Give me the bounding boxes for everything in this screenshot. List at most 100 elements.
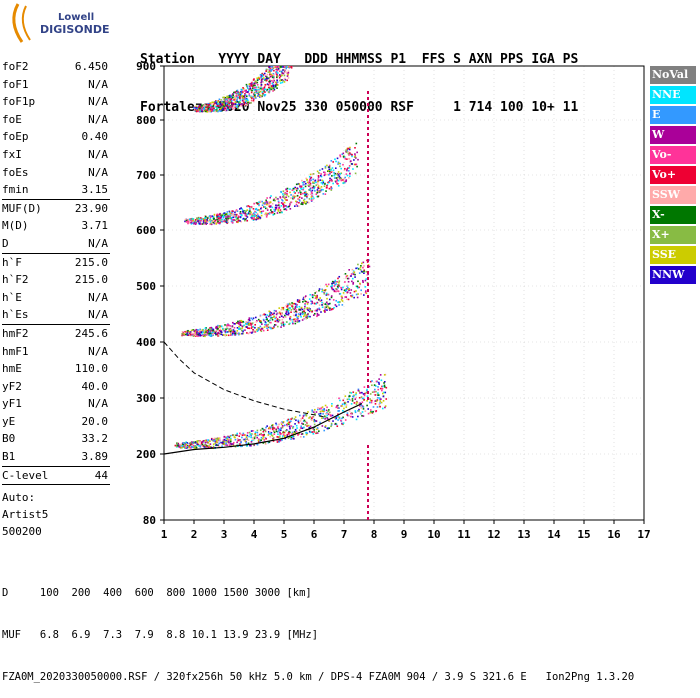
echo-point [269,316,272,319]
echo-point [294,416,297,418]
echo-point [241,320,243,323]
echo-point [209,104,212,107]
echo-point [248,431,251,434]
echo-point [236,99,238,101]
echo-point [263,439,266,441]
echo-point [312,198,315,201]
echo-point [192,218,194,220]
echo-point [270,209,272,211]
param-row: hmF2 245.6 [2,325,108,343]
echo-point [261,328,264,330]
echo-point [311,186,314,189]
echo-point [324,165,327,168]
echo-point [377,388,380,391]
echo-point [270,434,273,436]
echo-point [321,179,324,182]
echo-point [223,443,226,445]
echo-point [280,322,283,325]
echo-point [303,191,306,194]
echo-point [239,324,242,326]
param-row: foF1 N/A [2,76,108,94]
echo-point [266,203,268,206]
echo-point [355,290,357,292]
echo-point [242,87,244,89]
echo-point [293,197,295,200]
echo-point [251,322,254,324]
echo-point [286,75,289,77]
echo-point [269,432,272,435]
echo-point [375,410,378,412]
echo-point [255,434,257,437]
echo-point [287,310,289,313]
echo-point [253,94,256,97]
echo-point [245,321,248,323]
echo-point [278,316,281,319]
echo-point [345,151,348,154]
echo-point [195,105,198,108]
echo-point [340,288,343,291]
echo-point [284,314,286,317]
echo-point [251,97,253,99]
muf-marker-segment [367,349,369,352]
echo-point [241,329,243,332]
echo-point [287,72,290,74]
echo-point [239,104,242,107]
echo-point [330,425,332,428]
echo-point [363,294,365,296]
echo-point [381,387,384,390]
echo-point [241,103,243,105]
echo-point [341,405,343,407]
echo-point [335,417,338,419]
echo-point [315,431,318,434]
echo-point [301,197,303,199]
logo-line1: Lowell [58,12,94,23]
echo-point [314,408,316,411]
muf-marker-segment [367,151,369,154]
echo-point [194,220,197,223]
echo-point [352,277,354,280]
echo-point [262,329,265,332]
echo-point [231,334,234,336]
echo-point [248,83,251,86]
echo-point [297,192,300,194]
echo-point [352,283,354,285]
echo-point [378,378,380,380]
echo-point [239,208,241,210]
echo-point [314,412,316,415]
muf-marker-segment [367,139,369,142]
echo-point [319,297,321,299]
echo-point [244,440,247,442]
echo-point [320,173,323,175]
echo-point [270,85,273,87]
param-row: M(D) 3.71 [2,217,108,235]
echo-point [360,407,363,409]
echo-point [256,431,259,434]
echo-point [201,329,204,331]
echo-point [276,426,279,428]
echo-point [271,428,274,430]
echo-point [255,218,258,221]
echo-point [218,442,221,445]
echo-point [283,323,286,326]
echo-point [256,215,259,217]
echo-point [330,286,333,289]
echo-point [226,436,228,439]
echo-point [247,332,250,335]
echo-point [271,206,274,209]
echo-point [212,328,215,331]
echo-point [300,306,303,309]
echo-point [364,410,367,412]
muf-marker-segment [367,223,369,226]
echo-point [359,268,362,271]
echo-point [337,171,340,173]
echo-point [248,93,251,95]
echo-point [331,187,333,190]
echo-point [385,398,388,400]
echo-point [330,160,333,162]
echo-point [281,313,283,315]
echo-point [264,202,266,204]
param-row: foEp 0.40 [2,128,108,146]
echo-point [287,313,290,316]
echo-point [378,381,380,384]
echo-point [358,396,361,399]
